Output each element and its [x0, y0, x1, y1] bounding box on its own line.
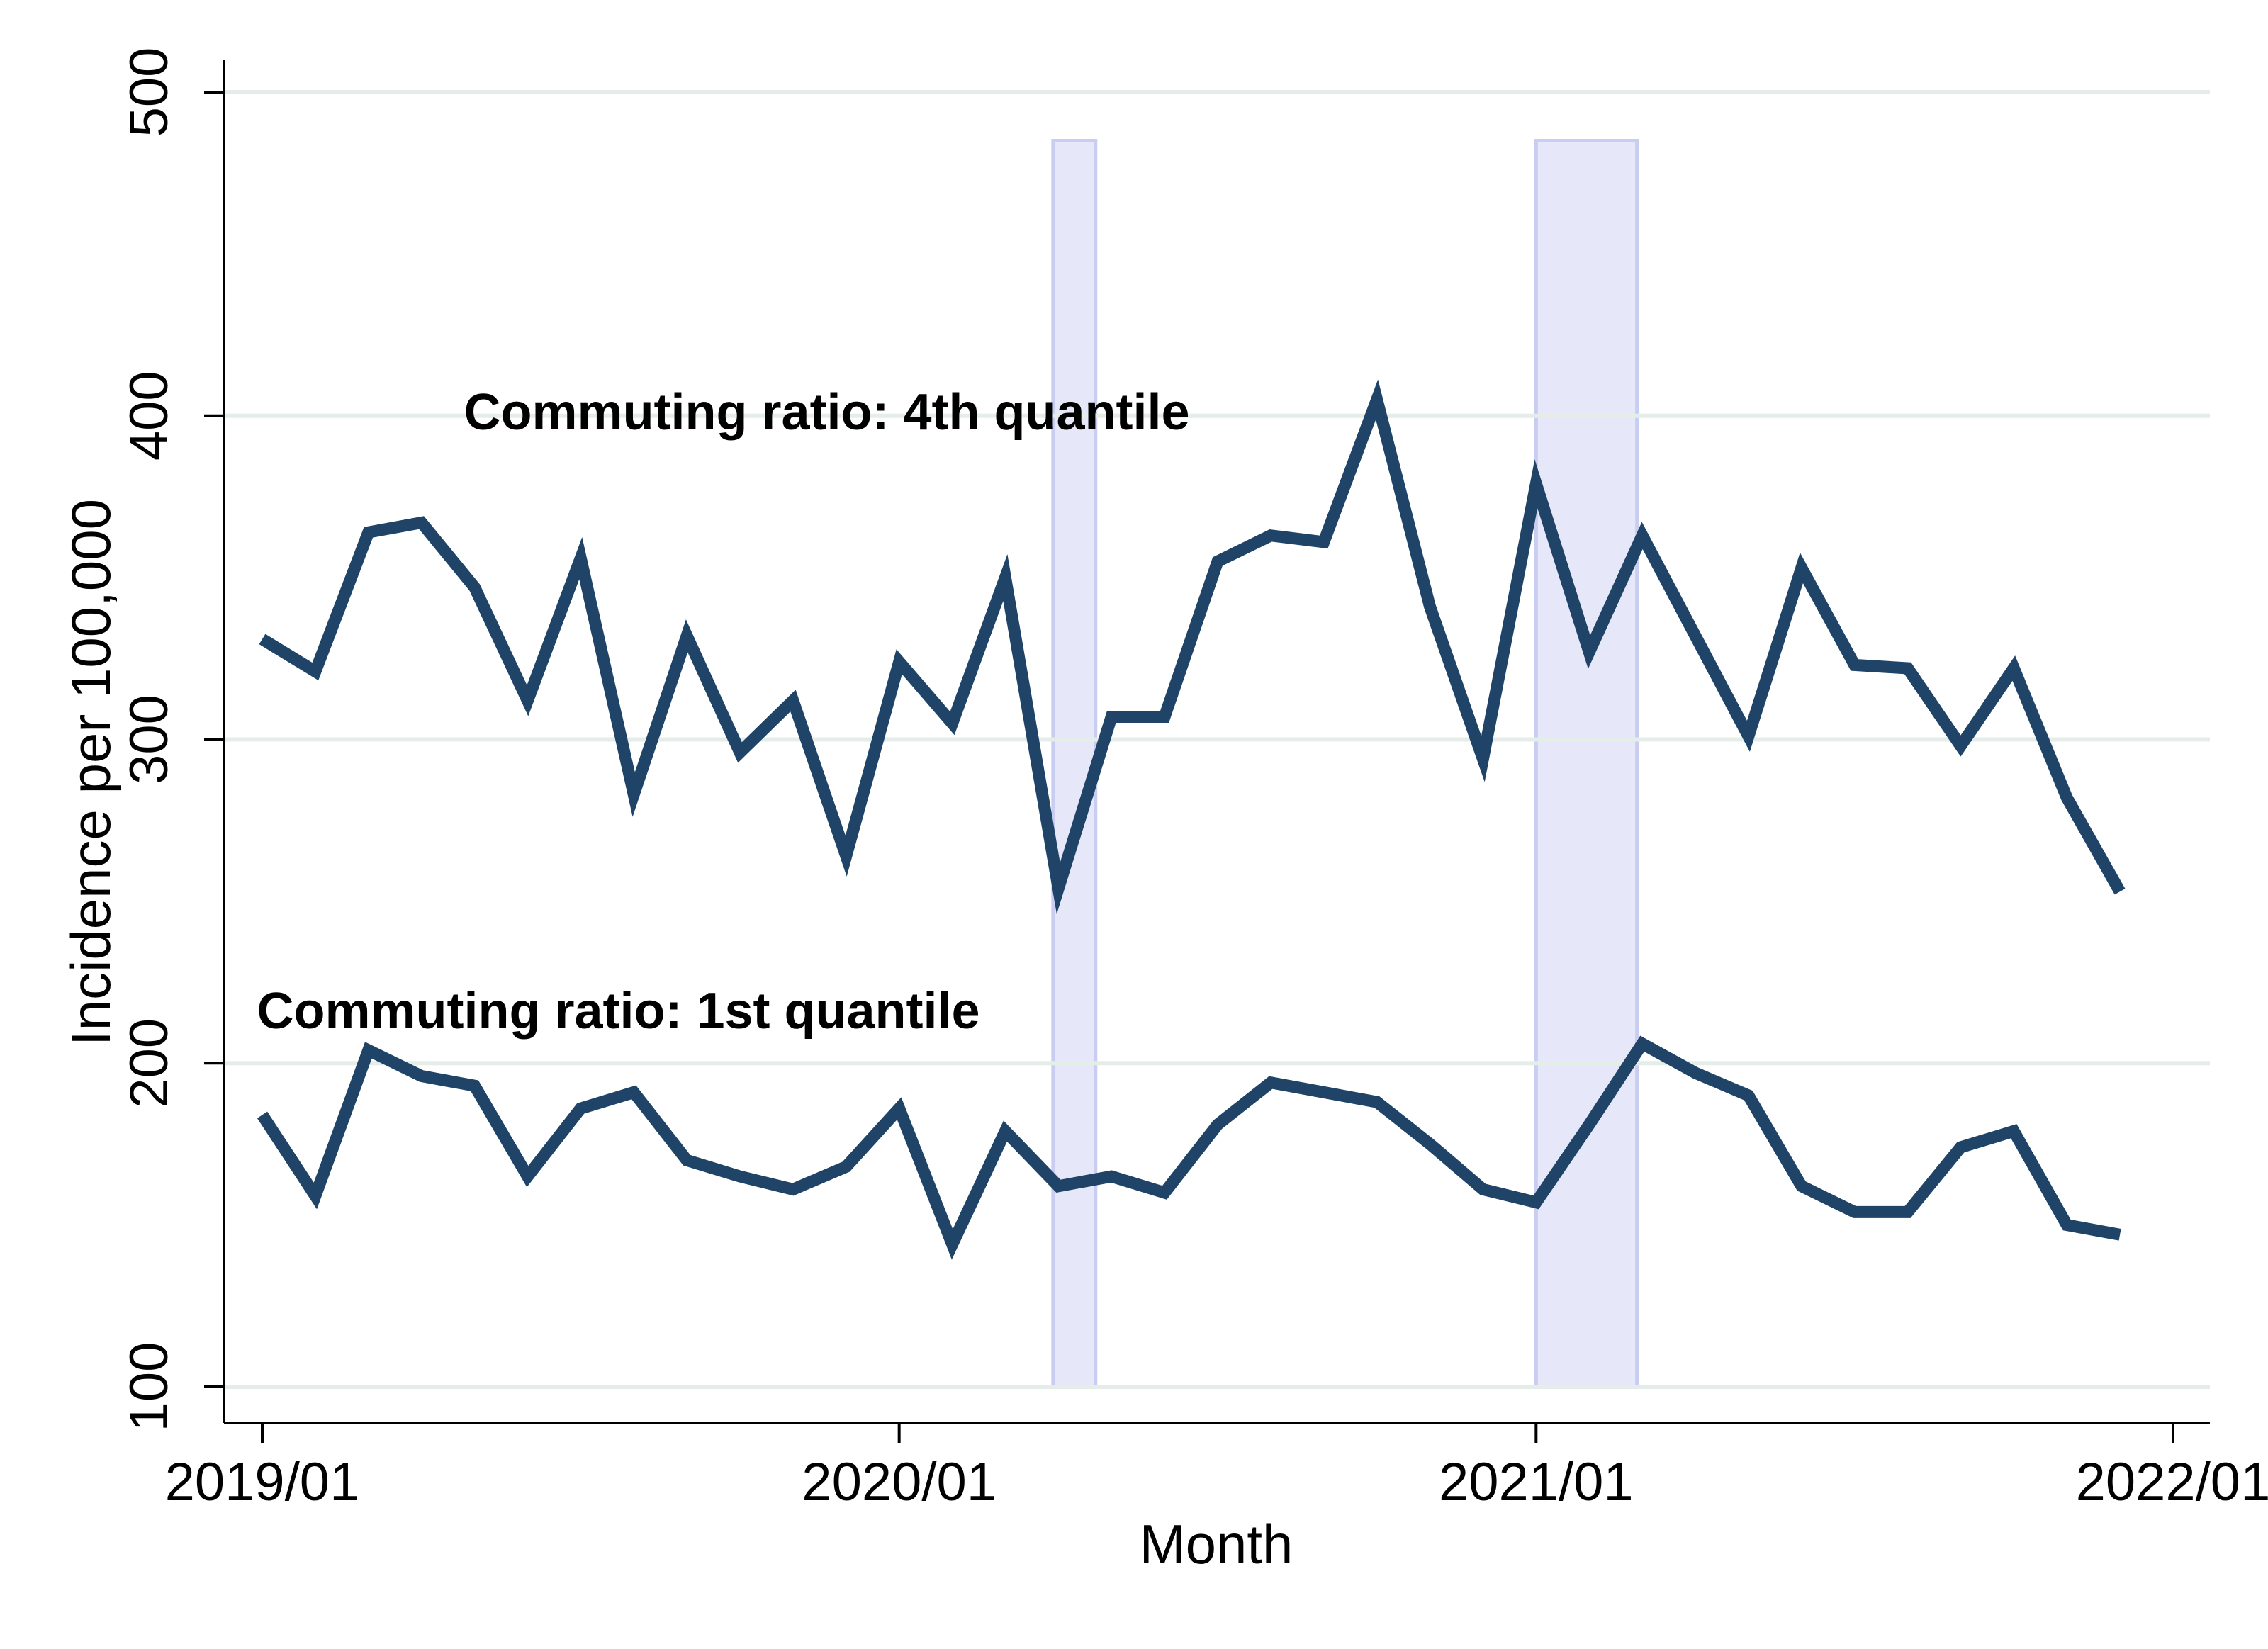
- y-tick-label-400: 400: [119, 371, 179, 461]
- gridlines: [224, 90, 2210, 1389]
- y-tick-label-200: 200: [119, 1018, 179, 1108]
- y-tick-label-300: 300: [119, 694, 179, 784]
- x-tick-label-1: 2020/01: [802, 1452, 997, 1512]
- annotation-1: Commuting ratio: 4th quantile: [464, 384, 1190, 441]
- annotation-2: Commuting ratio: 1st quantile: [257, 983, 980, 1040]
- series-line-2: [257, 1035, 2121, 1260]
- x-tick-label-0: 2019/01: [165, 1452, 360, 1512]
- x-axis-title: Month: [1140, 1513, 1293, 1575]
- shaded-period-2: [1534, 139, 1639, 1389]
- y-tick-label-500: 500: [119, 47, 179, 137]
- y-tick-label-100: 100: [119, 1342, 179, 1432]
- y-axis-title: Incidence per 100,000: [60, 499, 122, 1046]
- series-line-1: [259, 379, 2126, 915]
- axes: 100 200 300 400 500 2019/01 2020/01 2021/01 2022…: [119, 47, 2268, 1512]
- shaded-period-1: [1051, 139, 1098, 1389]
- x-tick-label-3: 2022/01: [2076, 1452, 2268, 1512]
- annotations: Commuting ratio: 4th quantile Commuting r…: [257, 384, 1190, 1040]
- x-tick-label-2: 2021/01: [1439, 1452, 1634, 1512]
- shaded-periods: [1051, 139, 1639, 1389]
- series-lines: [257, 379, 2126, 1260]
